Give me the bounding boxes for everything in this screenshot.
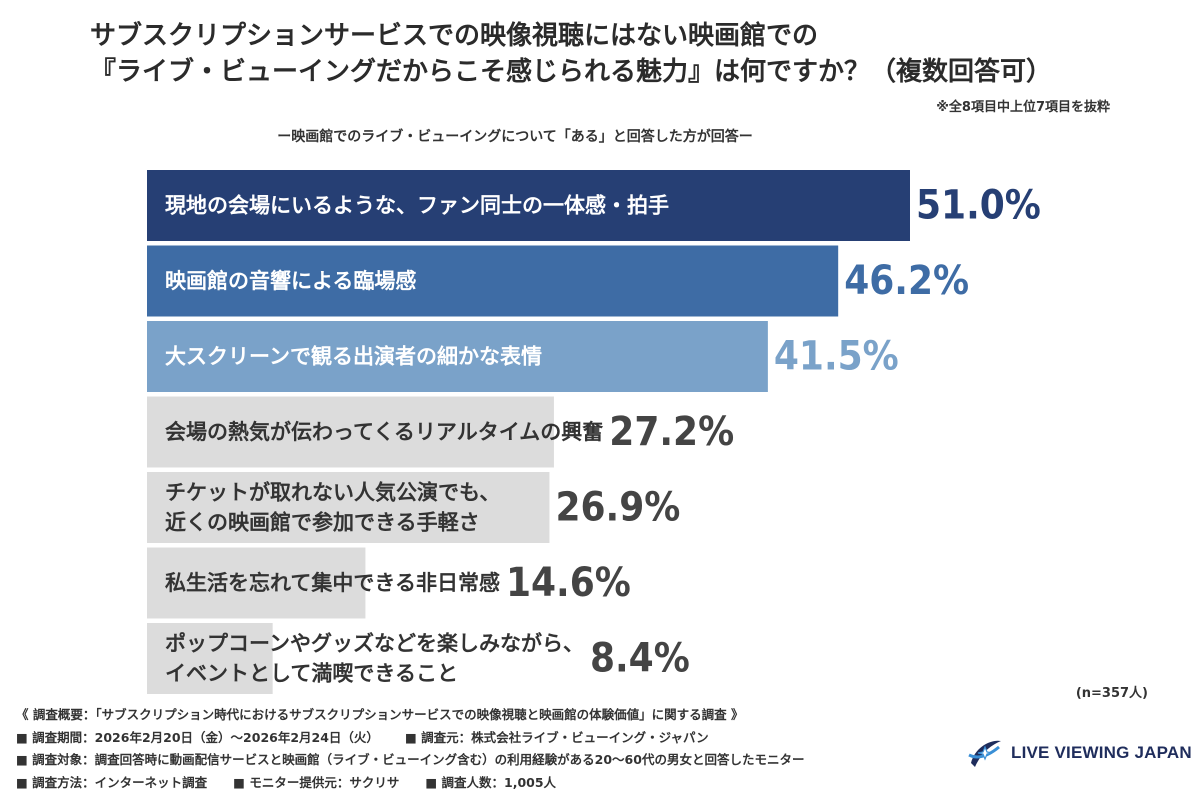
survey-organizer: ■ 調査元：株式会社ライブ・ビューイング・ジャパン — [404, 729, 709, 745]
bar-group: 私生活を忘れて集中できる非日常感 14.6% — [147, 547, 631, 619]
bar — [147, 396, 554, 468]
bar-group: ポップコーンやグッズなどを楽しみながら、イベントとして満喫できること 8.4% — [147, 623, 690, 694]
company-logo: LIVE VIEWING JAPAN — [965, 728, 1192, 778]
chart-title-line-2: 『ライブ・ビューイングだからこそ感じられる魅力』は何ですか？（複数回答可） — [90, 57, 1053, 87]
bar — [147, 170, 910, 241]
sample-size: (n=357人) — [1075, 686, 1148, 701]
survey-count: ■ 調査人数：1,005人 — [425, 774, 557, 790]
bar — [147, 472, 550, 543]
logo-text: LIVE VIEWING JAPAN — [1011, 743, 1192, 762]
bar-category-label: チケットが取れない人気公演でも、近くの映画館で参加できる手軽さ — [165, 481, 500, 535]
bar-category-label: 映画館の音響による臨場感 — [165, 269, 416, 293]
bar-category-label: 現地の会場にいるような、ファン同士の一体感・拍手 — [165, 194, 669, 218]
bar — [147, 321, 768, 392]
bar-group: 会場の熱気が伝わってくるリアルタイムの興奮 27.2% — [147, 396, 734, 468]
survey-method: ■ 調査方法：インターネット調査 — [16, 774, 208, 790]
bar-group: チケットが取れない人気公演でも、近くの映画館で参加できる手軽さ 26.9% — [147, 472, 680, 543]
excerpt-note: ※全8項目中上位7項目を抜粋 — [936, 100, 1110, 115]
survey-target: ■ 調査対象：調査回答時に動画配信サービスと映画館（ライブ・ビューイング含む）の… — [16, 752, 805, 767]
bar-category-label: 大スクリーンで観る出演者の細かな表情 — [165, 345, 542, 369]
bar-value-label: 51.0% — [916, 183, 1041, 229]
bar-value-label: 46.2% — [844, 258, 969, 304]
live-viewing-logo-icon — [968, 740, 1001, 767]
survey-overview: 《 調査概要：「サブスクリプション時代におけるサブスクリプションサービスでの映像… — [16, 704, 956, 794]
bar-group: 大スクリーンで観る出演者の細かな表情 41.5% — [147, 321, 899, 392]
bar-category-label: 会場の熱気が伝わってくるリアルタイムの興奮 — [165, 420, 603, 444]
bar-value-label: 26.9% — [555, 485, 680, 531]
chart-title-line-1: サブスクリプションサービスでの映像視聴にはない映画館での — [90, 21, 819, 51]
bar-value-label: 14.6% — [506, 560, 631, 606]
survey-row-method: ■ 調査方法：インターネット調査 ■ モニター提供元：サクリサ ■ 調査人数：1,0… — [16, 772, 956, 795]
bar — [147, 623, 273, 694]
bar-category-label: 私生活を忘れて集中できる非日常感 — [165, 571, 500, 595]
bar-value-label: 8.4% — [590, 636, 690, 682]
bar-group: 現地の会場にいるような、ファン同士の一体感・拍手 51.0% — [147, 170, 1041, 241]
survey-row-period-organizer: ■ 調査期間：2026年2月20日（金）〜2026年2月24日（火） ■ 調査元：… — [16, 727, 956, 750]
survey-panel: ■ モニター提供元：サクリサ — [233, 774, 400, 790]
survey-period: ■ 調査期間：2026年2月20日（金）〜2026年2月24日（火） — [16, 729, 379, 745]
bar-value-label: 41.5% — [774, 334, 899, 380]
bar — [147, 547, 366, 619]
bar — [147, 245, 839, 317]
survey-title: 《 調査概要：「サブスクリプション時代におけるサブスクリプションサービスでの映像… — [16, 707, 744, 722]
bar-category-label: ポップコーンやグッズなどを楽しみながら、イベントとして満喫できること — [165, 632, 584, 686]
bar-group: 映画館の音響による臨場感 46.2% — [147, 245, 969, 317]
chart-subtitle: ー映画館でのライブ・ビューイングについて「ある」と回答した方が回答ー — [277, 129, 753, 145]
bar-value-label: 27.2% — [609, 409, 734, 455]
chart-title: サブスクリプションサービスでの映像視聴にはない映画館での 『ライブ・ビューイング… — [90, 18, 1130, 90]
